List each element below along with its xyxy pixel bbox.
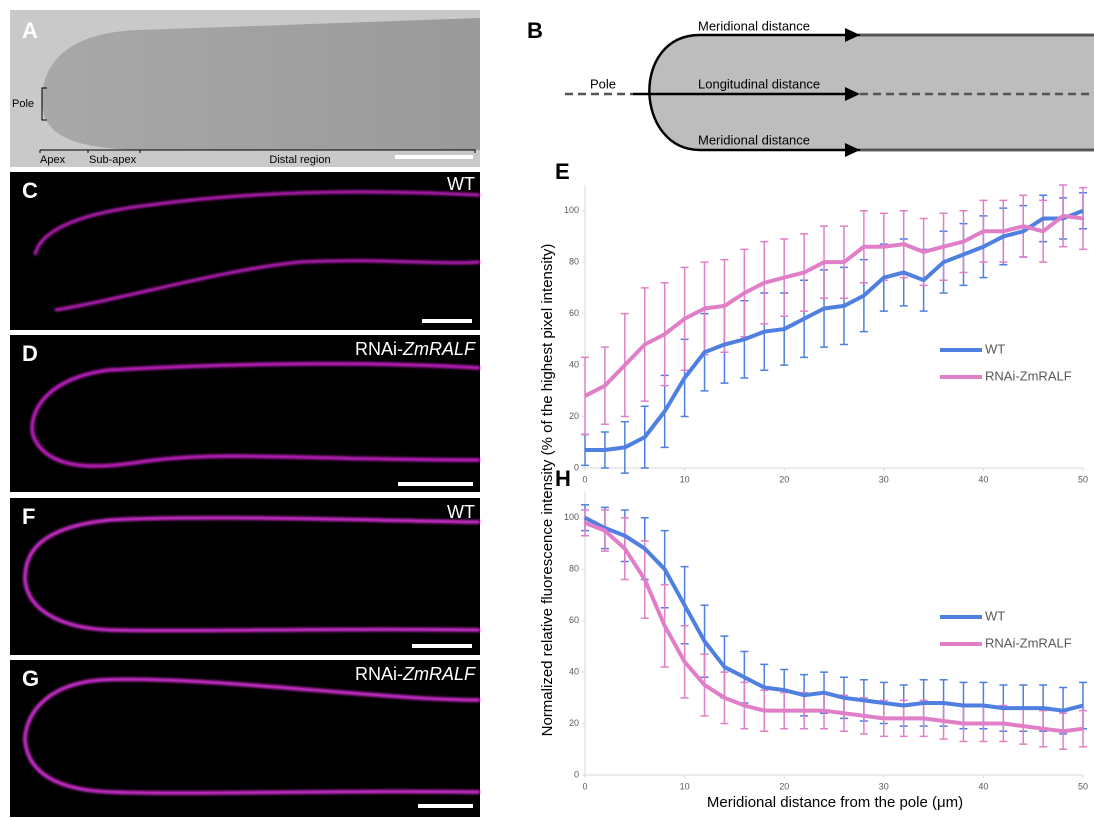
scale-bar: [418, 804, 473, 808]
genotype: WT: [447, 174, 475, 194]
legend-label: RNAi-ZmRALF: [985, 368, 1072, 383]
series-line: [584, 213, 1084, 398]
panel-label: H: [555, 466, 571, 491]
y-tick-label: 20: [569, 718, 579, 728]
panel-label: G: [22, 666, 39, 691]
gene: ZmRALF: [402, 339, 476, 359]
scale-bar: [395, 155, 473, 159]
x-tick-label: 50: [1078, 781, 1088, 791]
region-label: Apex: [40, 154, 66, 166]
panel-c: C WT: [10, 172, 481, 330]
y-tick-label: 40: [569, 359, 579, 369]
x-tick-label: 50: [1078, 474, 1088, 484]
diagram-label: Longitudinal distance: [698, 76, 820, 91]
x-tick-label: 30: [879, 474, 889, 484]
outline: [648, 33, 1094, 152]
x-tick-label: 20: [779, 474, 789, 484]
membrane: [33, 190, 481, 312]
x-tick-label: 10: [680, 474, 690, 484]
diagram-label: Meridional distance: [698, 132, 810, 147]
y-axis-label: Normalized relative fluorescence intensi…: [539, 244, 556, 737]
panel-label: E: [555, 159, 570, 184]
legend-label: WT: [985, 608, 1005, 623]
x-tick-label: 40: [978, 781, 988, 791]
pole-label: Pole: [590, 76, 616, 91]
genotype-prefix: RNAi-: [355, 339, 403, 359]
panel-g: G RNAi-ZmRALF: [10, 660, 481, 817]
y-tick-label: 80: [569, 257, 579, 267]
scale-bar: [412, 644, 472, 648]
panel-label: B: [527, 18, 543, 43]
scale-bar: [422, 319, 472, 323]
error-bar: [581, 509, 589, 537]
y-tick-label: 0: [574, 769, 579, 779]
gene: ZmRALF: [402, 664, 476, 684]
panel-a: A Pole Apex Sub-apex Distal region: [10, 10, 480, 167]
panel-label: A: [22, 18, 38, 43]
series-line: [584, 521, 1084, 734]
y-tick-label: 60: [569, 308, 579, 318]
y-tick-label: 60: [569, 615, 579, 625]
series-line: [584, 515, 1084, 713]
bracket: [41, 87, 47, 121]
panel-label: F: [22, 504, 35, 529]
panel-label: C: [22, 178, 38, 203]
genotype-prefix: RNAi-: [355, 664, 403, 684]
y-tick-label: 80: [569, 564, 579, 574]
tube: [42, 18, 480, 150]
x-tick-label: 20: [779, 781, 789, 791]
y-tick-label: 40: [569, 666, 579, 676]
diagram-label: Meridional distance: [698, 18, 810, 33]
scale-bar: [398, 482, 473, 486]
region-label: Distal region: [269, 154, 330, 166]
error-bar: [581, 356, 589, 436]
x-tick-label: 30: [879, 781, 889, 791]
membrane: [23, 516, 481, 633]
panel-d: D RNAi-ZmRALF: [10, 335, 481, 492]
y-tick-label: 20: [569, 411, 579, 421]
series-line: [585, 208, 1084, 452]
panel-b: B Pole Meridional distance Longitudinal …: [527, 18, 1094, 157]
y-tick-label: 100: [564, 512, 579, 522]
genotype: RNAi-ZmRALF: [355, 664, 476, 684]
y-tick-label: 0: [574, 462, 579, 472]
membrane: [30, 362, 481, 468]
x-tick-label: 10: [680, 781, 690, 791]
bracket: [39, 149, 476, 153]
pole-label: Pole: [12, 98, 34, 110]
panel-label: D: [22, 341, 38, 366]
panel-f: F WT: [10, 498, 481, 655]
x-tick-label: 0: [582, 474, 587, 484]
x-tick-label: 40: [978, 474, 988, 484]
legend-label: RNAi-ZmRALF: [985, 635, 1072, 650]
tube-diagram: [649, 35, 1094, 150]
genotype: RNAi-ZmRALF: [355, 339, 476, 359]
x-tick-label: 0: [582, 781, 587, 791]
error-bar: [1079, 186, 1087, 251]
legend-label: WT: [985, 341, 1005, 356]
arrowheads: [845, 28, 860, 157]
x-axis-label: Meridional distance from the pole (μm): [707, 794, 963, 811]
genotype: WT: [447, 502, 475, 522]
membrane: [23, 677, 481, 795]
y-tick-label: 100: [564, 205, 579, 215]
region-label: Sub-apex: [89, 154, 137, 166]
